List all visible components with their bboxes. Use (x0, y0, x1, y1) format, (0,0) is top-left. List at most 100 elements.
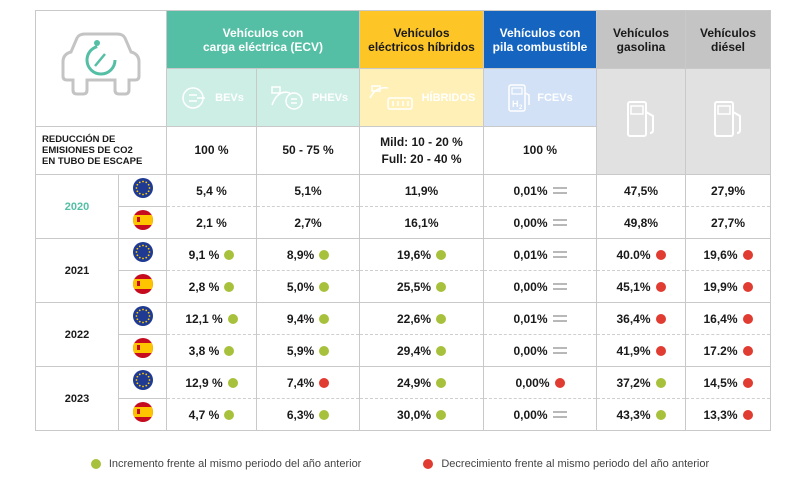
increase-dot-icon (319, 281, 330, 292)
diesel-pump-cell (685, 68, 771, 175)
value-cell-gas: 13,3% (685, 398, 771, 431)
value-text: 0,01% (513, 183, 548, 198)
increase-dot-icon (224, 249, 235, 260)
red-dot-icon (423, 459, 434, 469)
value-text: 5,4 % (196, 183, 227, 198)
header-pila: Vehículos con pila combustible (483, 10, 597, 69)
subheader-bev-label: BEVs (215, 91, 244, 104)
decrease-dot-icon (742, 345, 753, 356)
value-cell-pil: 0,00% (483, 334, 597, 367)
value-text: 3,8 % (188, 343, 220, 358)
value-text: 12,9 % (185, 375, 223, 390)
value-cell-pil: 0,01% (483, 174, 597, 207)
value-cell-gas: 19,9% (685, 270, 771, 303)
value-cell-gas: 47,5% (596, 174, 686, 207)
header-ecv: Vehículos con carga eléctrica (ECV) (166, 10, 360, 69)
value-cell-gas: 17.2% (685, 334, 771, 367)
value-cell-hib: 16,1% (359, 206, 484, 239)
header-gasolina: Vehículos gasolina (596, 10, 686, 69)
subheader-hibridos-label: HÍBRIDOS (421, 91, 476, 104)
value-cell-gas: 27,7% (685, 206, 771, 239)
value-cell-gas: 16,4% (685, 302, 771, 335)
value-text: 2,7% (294, 215, 322, 230)
value-cell-ecv: 5,0% (256, 270, 360, 303)
ev-plug-icon (182, 86, 206, 109)
increase-dot-icon (436, 409, 447, 420)
value-cell-gas: 40.0% (596, 238, 686, 271)
value-cell-pil: 0,01% (483, 238, 597, 271)
region-flag-cell (118, 238, 167, 271)
value-cell-hib: 25,5% (359, 270, 484, 303)
value-cell-gas: 37,2% (596, 366, 686, 399)
region-flag-cell (118, 334, 167, 367)
value-text: 0,00% (513, 279, 548, 294)
spain-flag-icon (132, 401, 154, 428)
value-cell-pil: 0,00% (483, 270, 597, 303)
subheader-fcev-label: FCEVs (537, 91, 573, 104)
value-text: 19,6% (396, 247, 432, 262)
value-text: 0,00% (513, 407, 548, 422)
table-row: 2020 5,4 % 5,1% 11,9% 0,01% 47,5% 27,9% (35, 174, 771, 239)
co2-phev: 50 - 75 % (256, 126, 360, 175)
value-cell-hib: 19,6% (359, 238, 484, 271)
value-cell-ecv: 12,1 % (166, 302, 257, 335)
value-text: 6,3% (286, 407, 315, 422)
value-text: 4,7 % (188, 407, 220, 422)
value-cell-ecv: 5,9% (256, 334, 360, 367)
increase-dot-icon (436, 345, 447, 356)
decrease-dot-icon (319, 377, 330, 388)
value-cell-ecv: 4,7 % (166, 398, 257, 431)
value-text: 19,9% (703, 279, 738, 294)
value-text: 9,1 % (188, 247, 220, 262)
value-text: 29,4% (396, 343, 432, 358)
table-row: 2,8 % 5,0% 25,5% 0,00% 45,1% 19,9% (36, 270, 771, 303)
value-text: 43,3% (616, 407, 651, 422)
header-hibridos: Vehículos eléctricos híbridos (359, 10, 484, 69)
value-text: 0,00% (513, 215, 548, 230)
decrease-dot-icon (742, 377, 753, 388)
value-text: 40.0% (616, 247, 651, 262)
increase-dot-icon (436, 313, 447, 324)
electric-car-icon (61, 32, 141, 96)
value-cell-ecv: 2,7% (256, 206, 360, 239)
eu-flag-icon (132, 241, 154, 268)
equal-icon (552, 315, 567, 322)
gas-pump-icon (627, 101, 654, 137)
value-cell-ecv: 2,1 % (166, 206, 257, 239)
header-ecv-label: Vehículos con carga eléctrica (ECV) (202, 25, 324, 54)
equal-icon (552, 219, 567, 226)
value-cell-pil: 0,00% (483, 398, 597, 431)
legend-down-label: Decrecimiento frente al mismo periodo de… (441, 458, 710, 470)
region-flag-cell (118, 270, 167, 303)
value-text: 2,8 % (188, 279, 220, 294)
value-text: 17.2% (703, 343, 738, 358)
svg-text:H: H (512, 99, 519, 109)
decrease-dot-icon (554, 377, 565, 388)
co2-hib-mild: Mild: 10 - 20 % (380, 134, 463, 149)
increase-dot-icon (655, 377, 666, 388)
year-label: 2023 (35, 366, 119, 431)
increase-dot-icon (319, 313, 330, 324)
year-rows: 2020 5,4 % 5,1% 11,9% 0,01% 47,5% 27,9% 2,1 % 2,… (35, 174, 771, 431)
year-label: 2022 (35, 302, 119, 367)
legend-up-label: Incremento frente al mismo periodo del a… (108, 458, 362, 470)
value-text: 22,6% (396, 311, 432, 326)
region-flag-cell (118, 398, 167, 431)
value-text: 27,9% (710, 183, 746, 198)
equal-icon (552, 283, 567, 290)
co2-hib-full: Full: 20 - 40 % (381, 151, 462, 166)
region-flag-cell (118, 206, 167, 239)
equal-icon (552, 251, 567, 258)
value-text: 2,1 % (196, 215, 227, 230)
co2-fcev: 100 % (483, 126, 597, 175)
value-text: 41,9% (616, 343, 651, 358)
svg-text:2: 2 (519, 105, 523, 111)
increase-dot-icon (224, 409, 235, 420)
gasoline-pump-cell (596, 68, 686, 175)
value-cell-gas: 49,8% (596, 206, 686, 239)
increase-dot-icon (319, 249, 330, 260)
value-text: 5,1% (294, 183, 322, 198)
eu-flag-icon (132, 177, 154, 204)
header-pila-label: Vehículos con pila combustible (492, 25, 588, 54)
